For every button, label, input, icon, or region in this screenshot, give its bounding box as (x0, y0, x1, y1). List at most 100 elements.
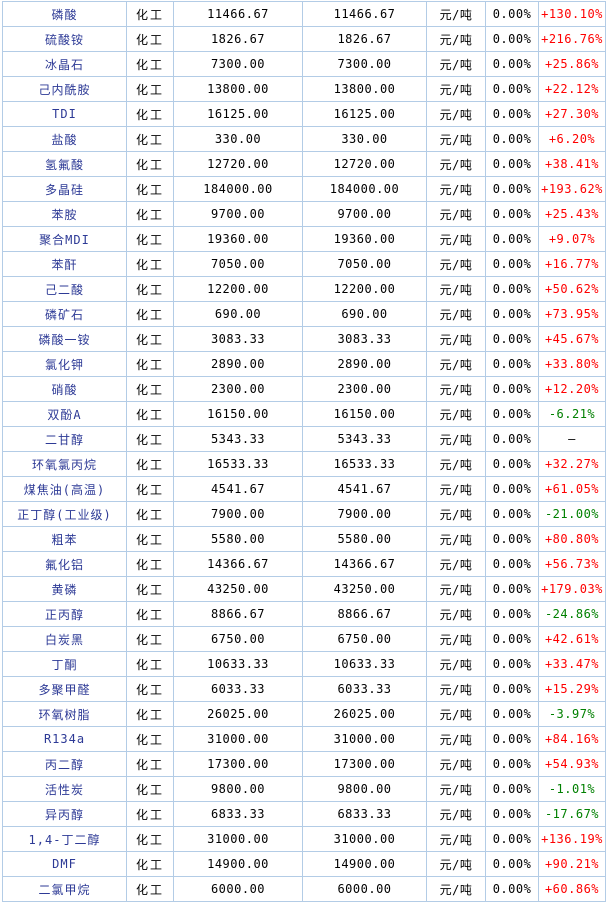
unit-cell: 元/吨 (426, 651, 486, 677)
daily-change-cell: 0.00% (485, 401, 539, 427)
category-cell: 化工 (126, 276, 174, 302)
table-row: R134a 化工 31000.00 31000.00 元/吨 0.00% +84… (2, 726, 606, 752)
table-row: 二氯甲烷 化工 6000.00 6000.00 元/吨 0.00% +60.86… (2, 876, 606, 902)
product-name-link[interactable]: 正丁醇(工业级) (2, 501, 127, 527)
product-name-link[interactable]: 煤焦油(高温) (2, 476, 127, 502)
product-name-link[interactable]: 磷酸 (2, 1, 127, 27)
product-name-link[interactable]: 硝酸 (2, 376, 127, 402)
product-name-link[interactable]: 多晶硅 (2, 176, 127, 202)
table-row: 氢氟酸 化工 12720.00 12720.00 元/吨 0.00% +38.4… (2, 151, 606, 177)
price-cell: 7900.00 (173, 501, 303, 527)
table-row: 正丙醇 化工 8866.67 8866.67 元/吨 0.00% -24.86% (2, 601, 606, 627)
product-name-link[interactable]: 氟化铝 (2, 551, 127, 577)
cumulative-change-cell: -1.01% (538, 776, 606, 802)
unit-cell: 元/吨 (426, 401, 486, 427)
product-name-link[interactable]: 磷酸一铵 (2, 326, 127, 352)
product-name-link[interactable]: 丙二醇 (2, 751, 127, 777)
product-name-link[interactable]: 环氧树脂 (2, 701, 127, 727)
price-cell: 14900.00 (173, 851, 303, 877)
daily-change-cell: 0.00% (485, 851, 539, 877)
category-cell: 化工 (126, 376, 174, 402)
daily-change-cell: 0.00% (485, 876, 539, 902)
daily-change-cell: 0.00% (485, 251, 539, 277)
table-row: 氯化钾 化工 2890.00 2890.00 元/吨 0.00% +33.80% (2, 351, 606, 377)
table-row: TDI 化工 16125.00 16125.00 元/吨 0.00% +27.3… (2, 101, 606, 127)
price-cell: 5343.33 (173, 426, 303, 452)
daily-change-cell: 0.00% (485, 376, 539, 402)
table-row: 磷矿石 化工 690.00 690.00 元/吨 0.00% +73.95% (2, 301, 606, 327)
category-cell: 化工 (126, 251, 174, 277)
product-name-link[interactable]: 粗苯 (2, 526, 127, 552)
avg-price-cell: 13800.00 (302, 76, 427, 102)
daily-change-cell: 0.00% (485, 126, 539, 152)
product-name-link[interactable]: 环氧氯丙烷 (2, 451, 127, 477)
product-name-link[interactable]: 白炭黑 (2, 626, 127, 652)
product-name-link[interactable]: 黄磷 (2, 576, 127, 602)
price-cell: 184000.00 (173, 176, 303, 202)
price-cell: 12200.00 (173, 276, 303, 302)
price-cell: 16150.00 (173, 401, 303, 427)
product-name-link[interactable]: 正丙醇 (2, 601, 127, 627)
product-name-link[interactable]: 盐酸 (2, 126, 127, 152)
daily-change-cell: 0.00% (485, 451, 539, 477)
table-row: 粗苯 化工 5580.00 5580.00 元/吨 0.00% +80.80% (2, 526, 606, 552)
product-name-link[interactable]: R134a (2, 726, 127, 752)
avg-price-cell: 3083.33 (302, 326, 427, 352)
table-row: 磷酸 化工 11466.67 11466.67 元/吨 0.00% +130.1… (2, 1, 606, 27)
product-name-link[interactable]: 二甘醇 (2, 426, 127, 452)
cumulative-change-cell: +179.03% (538, 576, 606, 602)
table-row: 丙二醇 化工 17300.00 17300.00 元/吨 0.00% +54.9… (2, 751, 606, 777)
category-cell: 化工 (126, 676, 174, 702)
product-name-link[interactable]: 苯胺 (2, 201, 127, 227)
daily-change-cell: 0.00% (485, 826, 539, 852)
price-cell: 4541.67 (173, 476, 303, 502)
cumulative-change-cell: +193.62% (538, 176, 606, 202)
price-cell: 6033.33 (173, 676, 303, 702)
category-cell: 化工 (126, 751, 174, 777)
category-cell: 化工 (126, 726, 174, 752)
cumulative-change-cell: — (538, 426, 606, 452)
unit-cell: 元/吨 (426, 676, 486, 702)
product-name-link[interactable]: 己内酰胺 (2, 76, 127, 102)
table-row: 白炭黑 化工 6750.00 6750.00 元/吨 0.00% +42.61% (2, 626, 606, 652)
product-name-link[interactable]: 二氯甲烷 (2, 876, 127, 902)
product-name-link[interactable]: 多聚甲醛 (2, 676, 127, 702)
category-cell: 化工 (126, 51, 174, 77)
product-name-link[interactable]: 苯酐 (2, 251, 127, 277)
product-name-link[interactable]: 己二酸 (2, 276, 127, 302)
category-cell: 化工 (126, 426, 174, 452)
table-row: 磷酸一铵 化工 3083.33 3083.33 元/吨 0.00% +45.67… (2, 326, 606, 352)
avg-price-cell: 7900.00 (302, 501, 427, 527)
table-row: 煤焦油(高温) 化工 4541.67 4541.67 元/吨 0.00% +61… (2, 476, 606, 502)
price-cell: 7300.00 (173, 51, 303, 77)
price-cell: 7050.00 (173, 251, 303, 277)
cumulative-change-cell: +130.10% (538, 1, 606, 27)
product-name-link[interactable]: 聚合MDI (2, 226, 127, 252)
product-name-link[interactable]: 丁酮 (2, 651, 127, 677)
avg-price-cell: 6000.00 (302, 876, 427, 902)
price-cell: 330.00 (173, 126, 303, 152)
unit-cell: 元/吨 (426, 476, 486, 502)
product-name-link[interactable]: 1,4-丁二醇 (2, 826, 127, 852)
avg-price-cell: 5343.33 (302, 426, 427, 452)
product-name-link[interactable]: 活性炭 (2, 776, 127, 802)
product-name-link[interactable]: 异丙醇 (2, 801, 127, 827)
product-name-link[interactable]: 氯化钾 (2, 351, 127, 377)
product-name-link[interactable]: 冰晶石 (2, 51, 127, 77)
category-cell: 化工 (126, 651, 174, 677)
product-name-link[interactable]: 氢氟酸 (2, 151, 127, 177)
unit-cell: 元/吨 (426, 601, 486, 627)
table-row: DMF 化工 14900.00 14900.00 元/吨 0.00% +90.2… (2, 851, 606, 877)
product-name-link[interactable]: TDI (2, 101, 127, 127)
avg-price-cell: 14900.00 (302, 851, 427, 877)
price-cell: 16125.00 (173, 101, 303, 127)
unit-cell: 元/吨 (426, 51, 486, 77)
product-name-link[interactable]: 硫酸铵 (2, 26, 127, 52)
category-cell: 化工 (126, 526, 174, 552)
product-name-link[interactable]: 磷矿石 (2, 301, 127, 327)
unit-cell: 元/吨 (426, 801, 486, 827)
product-name-link[interactable]: 双酚A (2, 401, 127, 427)
cumulative-change-cell: -17.67% (538, 801, 606, 827)
category-cell: 化工 (126, 201, 174, 227)
product-name-link[interactable]: DMF (2, 851, 127, 877)
